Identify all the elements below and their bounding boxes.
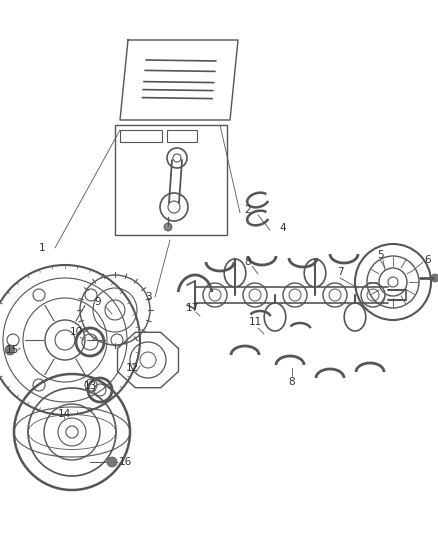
Circle shape bbox=[107, 457, 117, 467]
Text: 13: 13 bbox=[83, 381, 97, 391]
Text: 10: 10 bbox=[70, 327, 82, 337]
Text: 15: 15 bbox=[5, 345, 19, 355]
Circle shape bbox=[164, 223, 172, 231]
Text: 14: 14 bbox=[57, 409, 71, 419]
Text: 5: 5 bbox=[377, 250, 383, 260]
Text: 1: 1 bbox=[39, 243, 45, 253]
Circle shape bbox=[5, 345, 15, 355]
Text: 3: 3 bbox=[145, 292, 151, 302]
Text: 8: 8 bbox=[289, 377, 295, 387]
Text: 4: 4 bbox=[280, 223, 286, 233]
Bar bbox=[115, 125, 227, 235]
Bar bbox=[167, 130, 197, 142]
Text: 2: 2 bbox=[245, 205, 251, 215]
Text: 8: 8 bbox=[245, 257, 251, 267]
Bar bbox=[120, 130, 162, 142]
Text: 7: 7 bbox=[337, 267, 343, 277]
Text: 6: 6 bbox=[425, 255, 431, 265]
Circle shape bbox=[431, 274, 438, 282]
Text: 9: 9 bbox=[95, 297, 101, 307]
Text: 16: 16 bbox=[118, 457, 132, 467]
Text: 11: 11 bbox=[248, 317, 261, 327]
Text: 17: 17 bbox=[185, 303, 198, 313]
Text: 12: 12 bbox=[125, 363, 138, 373]
